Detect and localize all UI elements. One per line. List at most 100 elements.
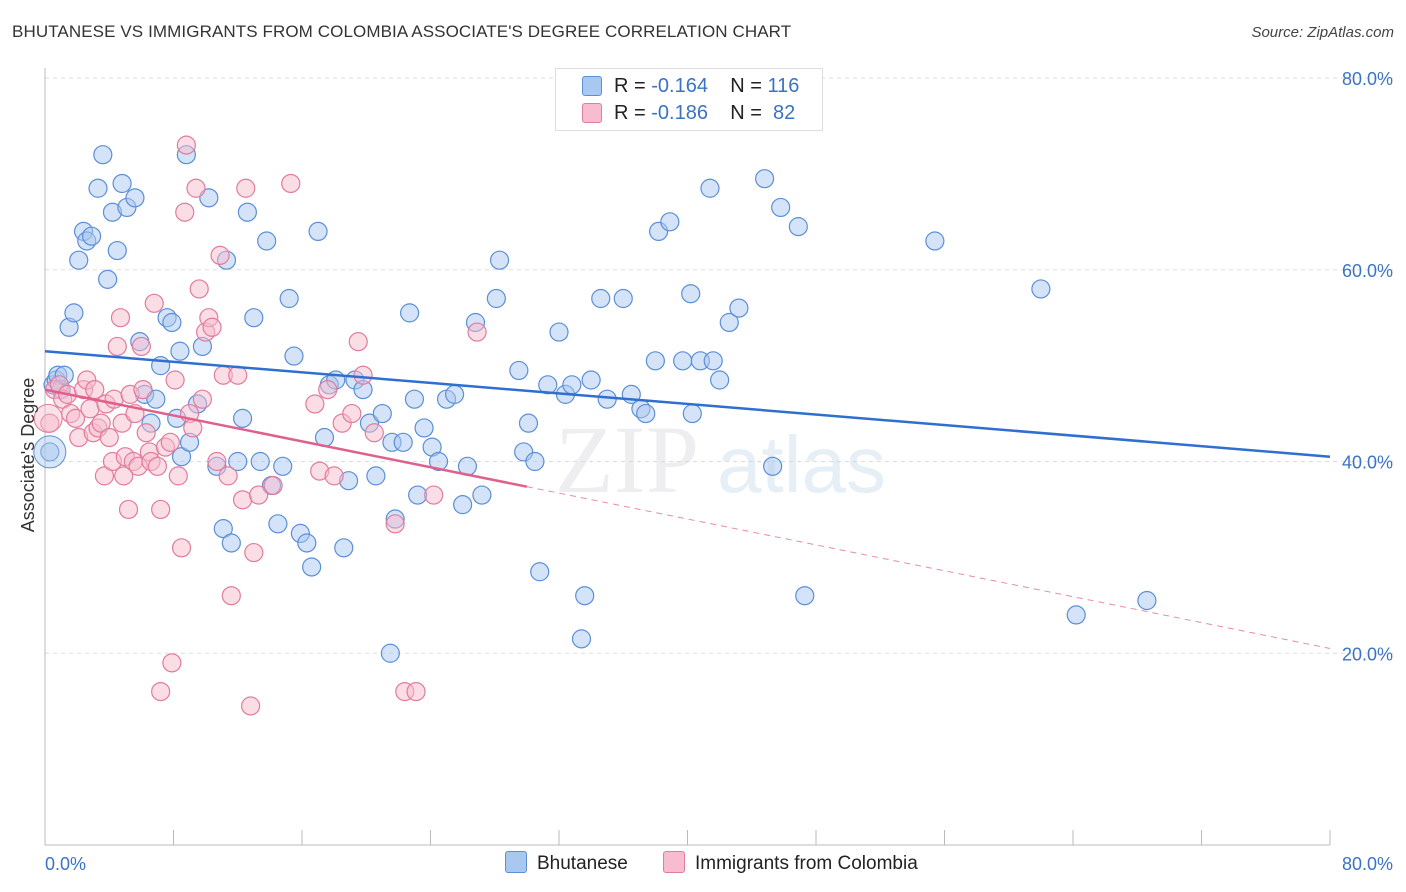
- colombia-point: [364, 423, 384, 443]
- bhutanese-point: [795, 586, 815, 606]
- colombia-point: [99, 427, 119, 448]
- bhutanese-point: [372, 403, 392, 424]
- bhutanese-point: [489, 250, 510, 270]
- colombia-point: [263, 475, 283, 496]
- chart-title: BHUTANESE VS IMMIGRANTS FROM COLOMBIA AS…: [12, 22, 792, 41]
- bhutanese-point: [98, 269, 118, 289]
- bhutanese-point: [763, 456, 783, 476]
- bhutanese-point: [682, 403, 702, 424]
- correlation-legend: R = -0.164 N = 116 R = -0.186 N = 82: [555, 68, 823, 131]
- colombia-point: [112, 413, 132, 433]
- bhutanese-point: [428, 451, 449, 472]
- bhutanese-point: [380, 643, 400, 663]
- colombia-point: [305, 394, 325, 414]
- bhutanese-point: [414, 418, 434, 438]
- bhutanese-point: [170, 341, 190, 361]
- bhutanese-point: [69, 250, 89, 270]
- bhutanese-point: [575, 586, 595, 606]
- bhutanese-point: [525, 451, 545, 472]
- bhutanese-point: [112, 173, 132, 194]
- n-value-bhutanese: 116: [767, 75, 800, 97]
- colombia-point: [249, 485, 269, 505]
- colombia-point: [218, 466, 238, 486]
- colombia-point: [175, 202, 195, 222]
- bhutanese-point: [232, 408, 253, 428]
- bhutanese-point: [486, 288, 506, 309]
- bhutanese-point: [645, 351, 665, 371]
- watermark-atlas: atlas: [717, 420, 886, 509]
- colombia-point: [244, 542, 264, 563]
- bottom-legend-colombia[interactable]: Immigrants from Colombia: [663, 851, 918, 875]
- bhutanese-point: [509, 360, 529, 381]
- bhutanese-point: [334, 538, 354, 558]
- bhutanese-point: [444, 384, 465, 404]
- bhutanese-point: [279, 288, 299, 309]
- bhutanese-point: [366, 466, 386, 486]
- bhutanese-point: [788, 217, 808, 237]
- bhutanese-point: [404, 389, 425, 409]
- colombia-point: [192, 389, 213, 409]
- bhutanese-point: [754, 169, 775, 189]
- colombia-point: [221, 586, 241, 606]
- r-value-bhutanese: -0.164: [651, 75, 708, 97]
- bhutanese-point: [613, 288, 633, 309]
- bhutanese-point: [284, 346, 304, 366]
- bhutanese-point: [549, 322, 569, 342]
- bhutanese-point: [1066, 605, 1086, 625]
- bhutanese-point: [199, 188, 219, 208]
- colombia-point: [467, 322, 487, 342]
- colombia-point: [110, 308, 131, 328]
- bhutanese-point: [472, 485, 492, 505]
- bhutanese-point-large: [33, 435, 67, 469]
- bhutanese-point: [257, 231, 277, 251]
- bhutanese-trend-line: [44, 349, 1331, 458]
- bottom-legend-bhutanese[interactable]: Bhutanese: [505, 851, 628, 875]
- colombia-point: [406, 681, 426, 702]
- colombia-point: [94, 466, 115, 486]
- colombia-point: [131, 336, 151, 357]
- source-label: Source: ZipAtlas.com: [1251, 24, 1394, 41]
- x-tick-label: 80.0%: [1342, 854, 1393, 874]
- data-points: [33, 135, 1157, 716]
- colombia-point: [385, 514, 405, 534]
- y-tick-label: 20.0%: [1342, 644, 1393, 664]
- colombia-point: [171, 538, 192, 558]
- watermark: ZIP atlas: [555, 406, 886, 513]
- bhutanese-point: [581, 370, 601, 390]
- bhutanese-point: [700, 178, 720, 198]
- bhutanese-point: [244, 308, 264, 328]
- bottom-legend-label-bhutanese: Bhutanese: [537, 853, 628, 874]
- legend-swatch-bhutanese: [582, 76, 602, 96]
- bhutanese-point: [729, 298, 749, 318]
- bhutanese-point: [518, 413, 539, 433]
- colombia-point: [147, 456, 168, 476]
- tick-labels: 20.0% 40.0% 60.0% 80.0% 0.0% 80.0% Associate's…: [18, 69, 1393, 874]
- bhutanese-point: [228, 451, 248, 472]
- bhutanese-point: [393, 432, 413, 452]
- colombia-point: [151, 681, 171, 702]
- colombia-point: [348, 332, 368, 352]
- n-value-colombia: 82: [773, 102, 796, 124]
- bottom-legend-swatch-bhutanese: [505, 851, 527, 873]
- n-label: N =: [730, 75, 762, 97]
- bottom-legend-swatch-colombia: [663, 851, 685, 873]
- colombia-point: [232, 490, 253, 510]
- bhutanese-point: [297, 533, 317, 553]
- bhutanese-point: [221, 533, 241, 553]
- bhutanese-point: [273, 456, 293, 476]
- x-tick-label: 0.0%: [45, 854, 86, 874]
- bhutanese-point: [40, 442, 60, 462]
- colombia-point: [136, 423, 156, 443]
- bhutanese-point: [64, 303, 84, 323]
- trend-lines: [44, 349, 1331, 649]
- r-label: R =: [614, 102, 646, 124]
- colombia-point: [118, 499, 139, 520]
- colombia-point: [176, 135, 196, 155]
- bhutanese-point: [703, 351, 723, 371]
- colombia-point: [65, 408, 86, 428]
- bhutanese-point: [925, 231, 945, 251]
- bhutanese-point: [162, 312, 182, 333]
- bhutanese-point: [719, 312, 739, 333]
- bhutanese-point: [93, 145, 113, 165]
